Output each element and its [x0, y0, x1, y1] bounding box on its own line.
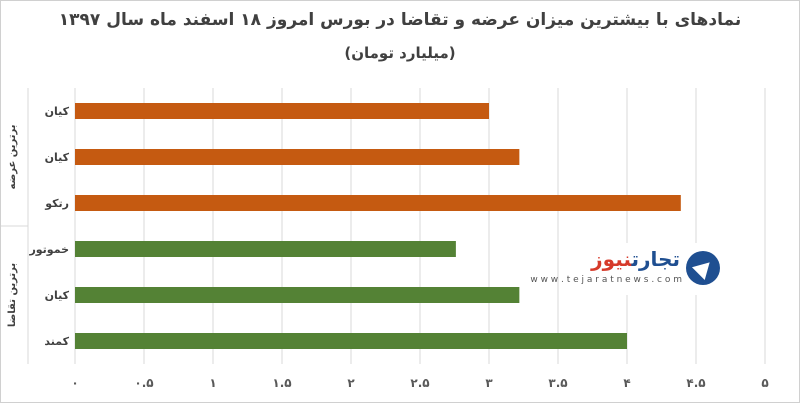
logo-name: تجارتنیوز — [591, 247, 680, 271]
bar-0-1 — [75, 149, 520, 165]
category-label-1-2: کمند — [44, 335, 69, 348]
bar-0-0 — [75, 103, 489, 119]
chart-subtitle: (میلیارد تومان) — [344, 44, 456, 62]
logo-url: w w w . t e j a r a t n e w s . c o m — [530, 275, 682, 285]
x-tick-label-2: ۱ — [209, 376, 216, 390]
x-tick-label-0: ۰ — [71, 376, 78, 390]
category-label-0-1: کیان — [45, 151, 70, 164]
bar-1-1 — [75, 287, 520, 303]
category-label-0-0: کیان — [45, 105, 70, 118]
category-label-1-0: خموتور — [28, 243, 69, 256]
group-label-0: برترین عرضه — [7, 125, 18, 190]
x-tick-label-8: ۴ — [623, 376, 630, 390]
logo-arrow-icon — [686, 251, 720, 285]
x-tick-label-7: ۳.۵ — [548, 376, 567, 390]
watermark-logo: تجارتنیوز w w w . t e j a r a t n e w s … — [530, 243, 722, 295]
bar-0-2 — [75, 195, 681, 211]
x-tick-label-9: ۴.۵ — [686, 376, 705, 390]
category-label-0-2: رتکو — [44, 197, 69, 210]
x-tick-label-10: ۵ — [761, 376, 768, 390]
chart-title: نمادهای با بیشترین میزان عرضه و تقاضا در… — [58, 10, 742, 30]
category-label-1-1: کیان — [45, 289, 70, 302]
bar-1-2 — [75, 333, 627, 349]
x-tick-label-3: ۱.۵ — [272, 376, 291, 390]
group-label-1: برترین تقاضا — [7, 263, 18, 327]
x-tick-label-4: ۲ — [347, 376, 355, 390]
x-tick-label-1: ۰.۵ — [134, 376, 153, 390]
x-tick-label-5: ۲.۵ — [410, 376, 429, 390]
x-tick-label-6: ۳ — [485, 376, 493, 390]
logo-name-part1: تجارت — [631, 247, 680, 271]
logo-name-part2: نیوز — [591, 247, 632, 271]
bar-1-0 — [75, 241, 456, 257]
